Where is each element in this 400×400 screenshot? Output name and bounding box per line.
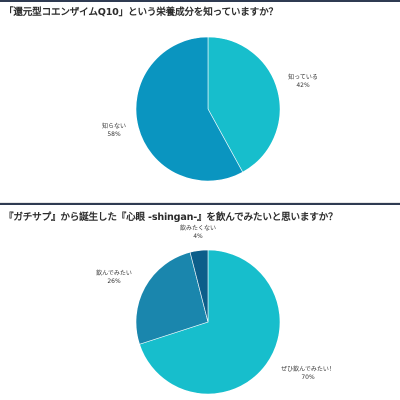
pie-slice-know bbox=[207, 36, 281, 173]
slice-value: 70% bbox=[301, 374, 315, 381]
slice-label-know: 知っている 42% bbox=[288, 74, 318, 90]
chart-title: 「還元型コエンザイムQ10」という栄養成分を知っていますか？ bbox=[4, 7, 278, 18]
slice-category: 飲みたくない bbox=[179, 225, 217, 232]
header-rule bbox=[0, 0, 400, 2]
pie-slice-dont-know bbox=[135, 36, 244, 182]
slice-label-definitely: ぜひ飲んでみたい！ 70% bbox=[281, 366, 335, 382]
slice-value: 42% bbox=[296, 82, 310, 89]
slice-value: 4% bbox=[193, 233, 203, 240]
pie-slice-dont-want bbox=[189, 249, 209, 323]
pie-slice-definitely bbox=[139, 249, 281, 395]
pie-chart-intent bbox=[135, 249, 281, 395]
pie-chart-awareness bbox=[135, 36, 281, 182]
chart-panel-awareness: 「還元型コエンザイムQ10」という栄養成分を知っていますか？ 知っている 42%… bbox=[0, 0, 400, 182]
slice-value: 58% bbox=[107, 131, 121, 138]
slice-value: 26% bbox=[107, 278, 121, 285]
slice-category: 知っている bbox=[288, 74, 318, 81]
chart-panel-intent: 『ガチサプ』から誕生した『心眼 -shingan-』を飲んでみたいと思いますか？… bbox=[0, 203, 400, 400]
slice-category: ぜひ飲んでみたい！ bbox=[281, 366, 335, 373]
slice-label-dont-know: 知らない 58% bbox=[102, 123, 126, 139]
header-rule bbox=[0, 203, 400, 205]
slice-category: 知らない bbox=[101, 123, 127, 130]
pie-slice-want bbox=[135, 251, 209, 345]
slice-category: 飲んでみたい bbox=[96, 270, 132, 277]
slice-label-want: 飲んでみたい 26% bbox=[96, 270, 132, 286]
chart-title: 『ガチサプ』から誕生した『心眼 -shingan-』を飲んでみたいと思いますか？ bbox=[4, 212, 338, 223]
section-divider bbox=[0, 202, 400, 203]
slice-label-dont-want: 飲みたくない 4% bbox=[180, 225, 216, 241]
